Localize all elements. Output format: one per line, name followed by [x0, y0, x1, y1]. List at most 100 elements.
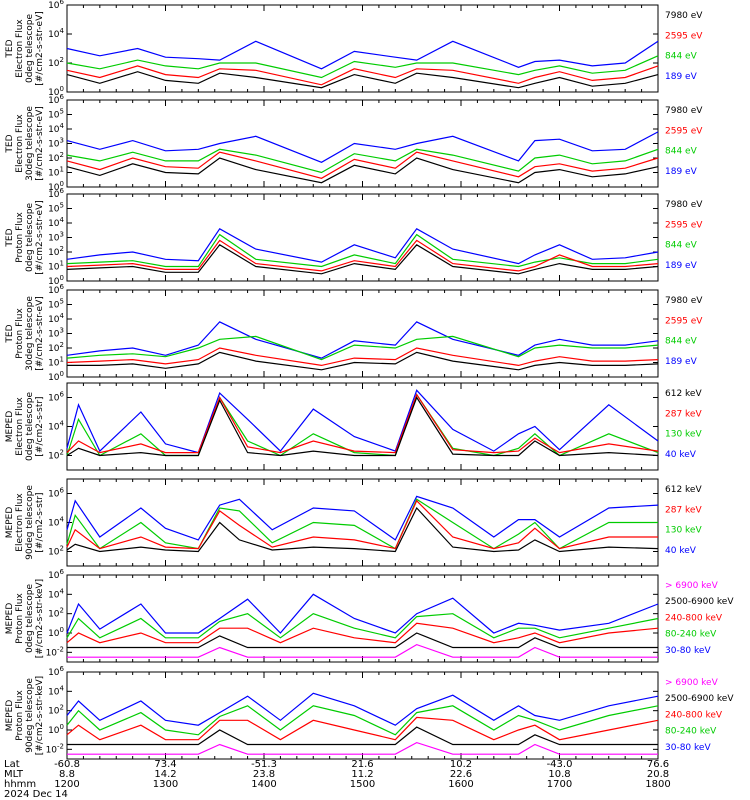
y-axis-label: Proton Flux [15, 212, 25, 263]
y-tick-label: 103 [48, 231, 64, 244]
x-tick-label-lat: 10.2 [450, 759, 472, 770]
legend-entry: > 6900 keV [665, 678, 719, 688]
y-axis-label: [#/cm2-s-str] [35, 492, 45, 552]
series-line [66, 393, 659, 454]
legend-entry: 844 eV [665, 241, 698, 251]
y-axis-label: 30deg telescope [25, 296, 35, 371]
y-axis-label: [#/cm2-s-str-eV] [35, 296, 45, 371]
legend-entry: 7980 eV [665, 106, 703, 116]
y-tick-label: 106 [48, 0, 64, 11]
y-axis-label: [#/cm2-s-str-eV] [35, 106, 45, 181]
x-tick-label-hhmm: 1400 [251, 779, 276, 790]
series-line [66, 40, 659, 70]
legend-entry: 80-240 keV [665, 727, 717, 737]
y-tick-label: 101 [48, 356, 64, 369]
x-tick-label-lat: -60.8 [54, 759, 80, 770]
y-tick-label: 10-2 [46, 742, 64, 755]
series-line [66, 506, 659, 553]
y-tick-label: 102 [48, 245, 64, 258]
legend-entry: 30-80 keV [665, 743, 711, 753]
legend-entry: 189 eV [665, 357, 698, 367]
x-tick-label-mlt: 11.2 [351, 769, 373, 780]
series-line [66, 593, 659, 634]
x-tick-label-mlt: 20.8 [647, 769, 669, 780]
series-line [66, 622, 659, 644]
legend-entry: 7980 eV [665, 200, 703, 210]
panel-8: 10-2 100 102 104 106 MEPED Proton Flux 90deg te… [5, 665, 734, 760]
y-axis-label: 0deg telescope [25, 392, 35, 462]
y-tick-label: 103 [48, 327, 64, 340]
y-tick-label: 104 [48, 516, 64, 529]
legend-entry: 2595 eV [665, 31, 703, 41]
x-tick-label-lat: 21.6 [351, 759, 373, 770]
y-tick-label: 104 [48, 312, 64, 325]
y-axis-label: MEPED [5, 700, 15, 732]
x-tick-label-hhmm: 1700 [547, 779, 572, 790]
y-axis-label: 0deg telescope [25, 14, 35, 84]
y-axis-label: [#/cm2-s-str-eV] [35, 200, 45, 275]
legend-entry: 130 keV [665, 526, 702, 536]
series-line [66, 157, 659, 184]
series-line [66, 692, 659, 726]
series-line [66, 228, 659, 265]
legend-entry: 2595 eV [665, 126, 703, 136]
series-line [67, 741, 658, 755]
legend-entry: 40 keV [665, 450, 697, 460]
series-line [66, 389, 659, 454]
series-line [67, 632, 658, 649]
series-line [66, 347, 659, 367]
legend-entry: 844 eV [665, 147, 698, 157]
y-axis-label: 90deg telescope [25, 485, 35, 560]
y-tick-label: 105 [48, 108, 64, 121]
y-axis-label: TED [5, 134, 15, 153]
x-tick-label-hhmm: 1800 [645, 779, 670, 790]
x-tick-label-mlt: 23.8 [253, 769, 275, 780]
x-row-label: Lat [4, 759, 20, 770]
y-axis-label: TED [5, 324, 15, 343]
y-tick-label: 10-2 [46, 645, 64, 658]
x-tick-label-mlt: 14.2 [154, 769, 176, 780]
panel-7: 10-2 100 102 104 106 MEPED Proton Flux 0deg tel… [5, 568, 734, 663]
y-tick-label: 102 [48, 56, 64, 69]
x-tick-label-hhmm: 1300 [153, 779, 178, 790]
legend-entry: 189 eV [665, 72, 698, 82]
x-tick-label-lat: -51.3 [251, 759, 277, 770]
y-tick-label: 104 [48, 27, 64, 40]
series-line [66, 716, 659, 741]
legend-entry: 844 eV [665, 337, 698, 347]
series-line [66, 244, 659, 275]
y-axis-label: 0deg telescope [25, 203, 35, 273]
y-tick-label: 104 [48, 216, 64, 229]
y-tick-label: 105 [48, 202, 64, 215]
y-tick-label: 100 [48, 626, 64, 639]
y-axis-label: TED [5, 39, 15, 58]
plot-frame [66, 574, 659, 663]
legend-entry: 2500-6900 keV [665, 597, 734, 607]
series-line [67, 726, 658, 746]
series-line [66, 233, 659, 268]
plot-frame [66, 671, 659, 760]
y-axis-label: 90deg telescope [25, 678, 35, 753]
x-tick-label-hhmm: 1500 [350, 779, 375, 790]
series-line [66, 335, 659, 361]
y-axis-label: [#/cm2-s-str-eV] [35, 11, 45, 86]
legend-entry: 189 eV [665, 261, 698, 271]
legend-entry: > 6900 keV [665, 581, 719, 591]
y-tick-label: 102 [48, 151, 64, 164]
y-tick-label: 106 [48, 487, 64, 500]
plot-frame [66, 478, 659, 567]
series-line [66, 495, 659, 541]
y-tick-label: 106 [48, 391, 64, 404]
series-line [66, 396, 659, 457]
legend-entry: 7980 eV [665, 296, 703, 306]
y-tick-label: 105 [48, 298, 64, 311]
y-tick-label: 100 [48, 370, 64, 383]
legend-entry: 7980 eV [665, 11, 703, 21]
series-line [66, 705, 659, 736]
legend-entry: 130 keV [665, 430, 702, 440]
y-axis-label: Proton Flux [15, 308, 25, 359]
